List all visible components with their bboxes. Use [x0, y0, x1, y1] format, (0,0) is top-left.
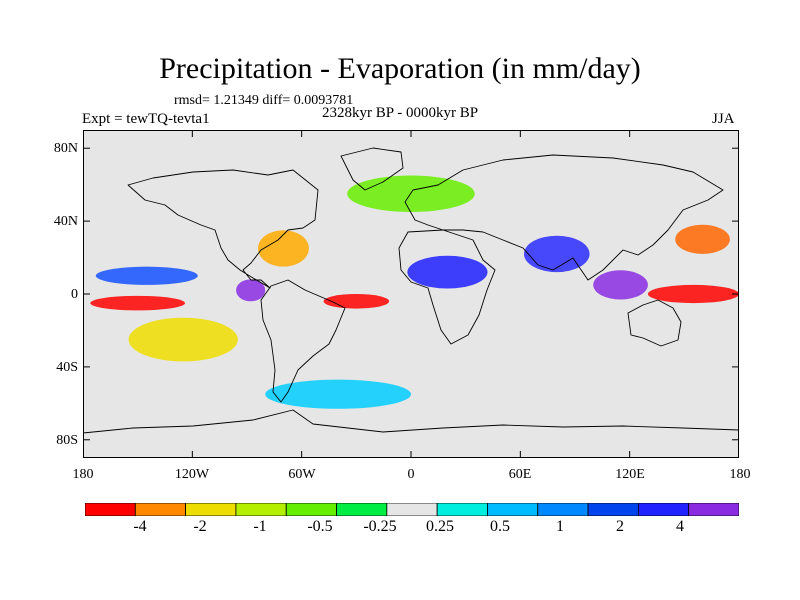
colorbar-tick-label: -0.25 — [363, 518, 397, 535]
anomaly-region — [323, 294, 390, 309]
experiment-label: Expt = tewTQ-tevta1 — [82, 111, 210, 127]
anomaly-region — [647, 284, 739, 304]
colorbar-swatch — [386, 503, 438, 516]
lon-tick-label: 180 — [729, 467, 751, 482]
anomaly-region — [236, 279, 266, 302]
colorbar-swatch — [436, 503, 488, 516]
colorbar-swatch — [85, 503, 136, 516]
lat-tick-label: 40N — [53, 214, 78, 229]
lat-tick-label: 80S — [56, 433, 78, 448]
period-label: 2328kyr BP - 0000kyr BP — [322, 105, 479, 121]
south-america-outline — [260, 279, 346, 403]
anomaly-region — [407, 255, 488, 289]
colorbar-tick-label: -4 — [133, 518, 147, 535]
colorbar-tick-label: 2 — [616, 518, 624, 535]
colorbar-swatch — [637, 503, 690, 516]
colorbar-tick-label: 0.25 — [426, 518, 454, 535]
lat-tick-label: 0 — [71, 287, 78, 302]
chart-title: Precipitation - Evaporation (in mm/day) — [159, 52, 641, 85]
colorbar — [85, 503, 739, 516]
africa-outline — [398, 229, 496, 345]
anomaly-region — [128, 317, 238, 362]
anomaly-layer — [90, 175, 739, 409]
australia-outline — [627, 299, 682, 347]
colorbar-swatch — [185, 503, 237, 516]
colorbar-tick-label: 1 — [556, 518, 564, 535]
colorbar-tick-label: 0.5 — [490, 518, 510, 535]
anomaly-region — [675, 224, 730, 254]
colorbar-tick-label: -0.5 — [307, 518, 333, 535]
continent-outlines — [82, 147, 740, 434]
colorbar-swatch — [537, 503, 589, 516]
anomaly-region — [593, 270, 648, 300]
north-america-outline — [127, 169, 319, 289]
lat-tick-label: 40S — [56, 360, 78, 375]
lon-tick-label: 120E — [615, 467, 645, 482]
rmsd-diff-stats: rmsd= 1.21349 diff= 0.0093781 — [174, 93, 354, 108]
lat-tick-label: 80N — [53, 141, 78, 156]
lon-tick-label: 120W — [174, 467, 210, 482]
colorbar-swatch — [336, 503, 388, 516]
anomaly-region — [523, 235, 590, 273]
map-frame — [82, 130, 740, 458]
antarctica-outline — [82, 409, 740, 434]
colorbar-tick-label: -1 — [253, 518, 267, 535]
anomaly-region — [90, 295, 186, 311]
colorbar-tick-label: -2 — [193, 518, 207, 535]
colorbar-swatch — [285, 503, 337, 516]
lon-tick-label: 180 — [72, 467, 94, 482]
colorbar-swatch — [134, 503, 187, 516]
lon-tick-label: 0 — [407, 467, 415, 482]
lon-tick-label: 60W — [288, 467, 316, 482]
colorbar-swatch — [587, 503, 639, 516]
colorbar-tick-label: 4 — [676, 518, 684, 535]
lon-tick-label: 60E — [508, 467, 532, 482]
season-label: JJA — [712, 111, 735, 127]
colorbar-swatch — [688, 503, 739, 516]
anomaly-region — [257, 230, 309, 267]
greenland-outline — [340, 147, 404, 191]
colorbar-swatch — [487, 503, 539, 516]
eurasia-outline — [404, 154, 724, 281]
anomaly-region — [265, 379, 411, 409]
map-plot — [82, 130, 740, 458]
colorbar-swatch — [235, 503, 287, 516]
anomaly-region — [95, 266, 198, 285]
